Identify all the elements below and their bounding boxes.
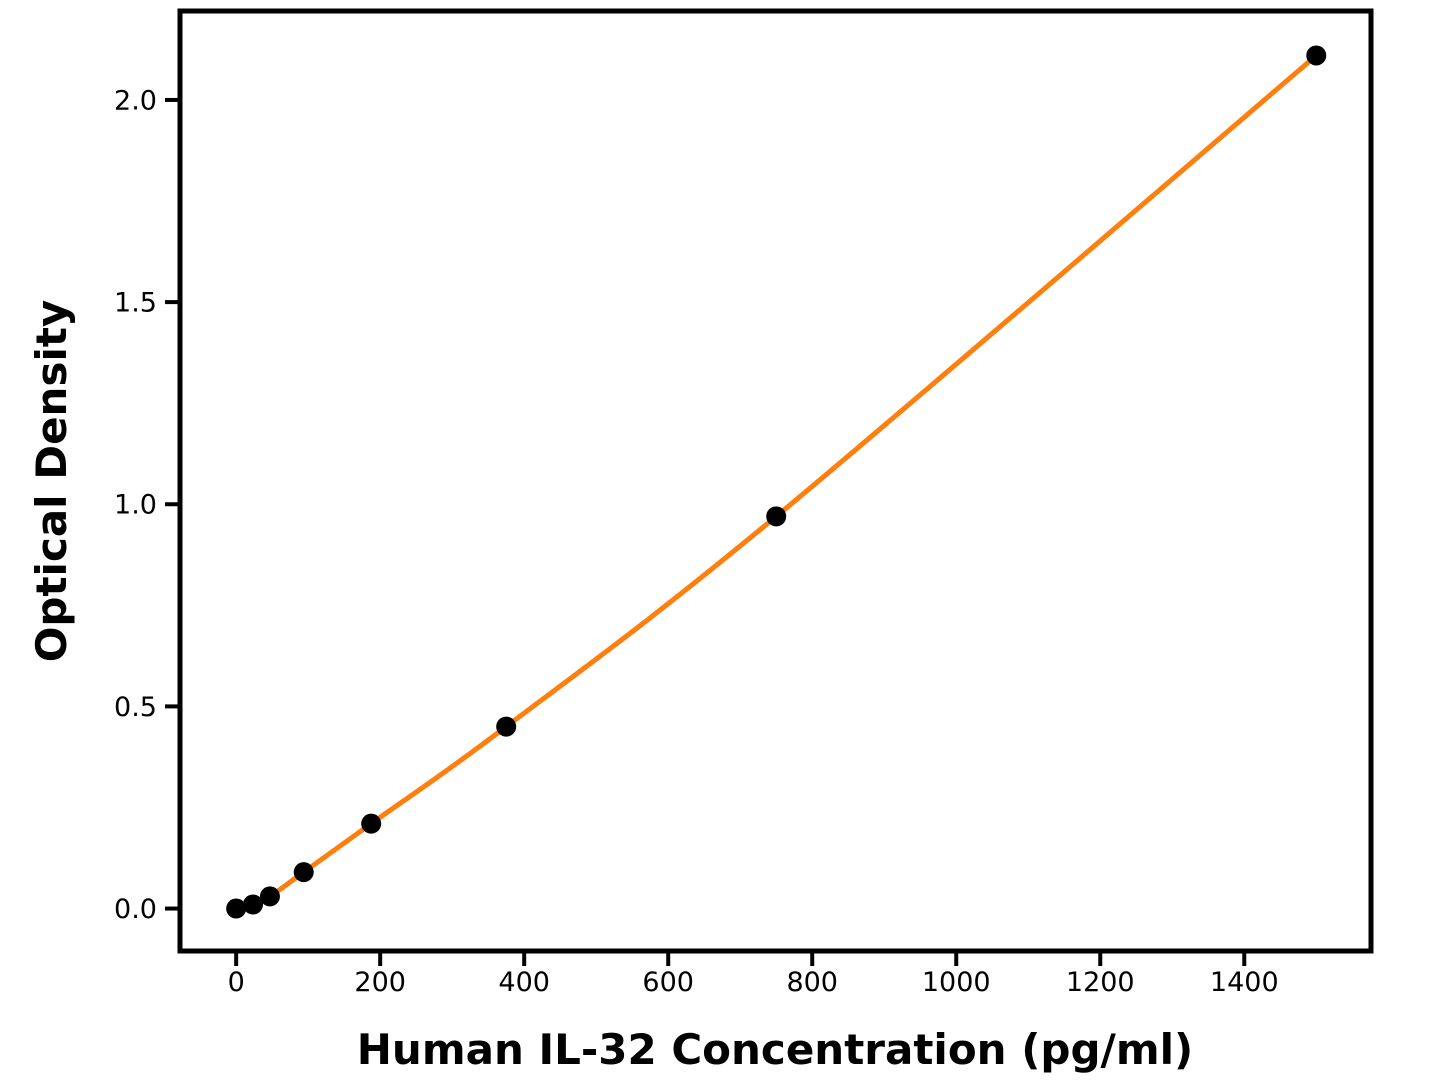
- y-axis-label: Optical Density: [27, 300, 76, 663]
- data-point-marker: [766, 506, 787, 527]
- x-tick-label: 600: [642, 967, 694, 998]
- y-tick-label: 1.0: [114, 490, 157, 521]
- data-point-marker: [243, 894, 264, 915]
- data-point-marker: [1306, 45, 1327, 66]
- plot-layer: [226, 45, 1327, 919]
- y-tick-label: 2.0: [114, 85, 157, 116]
- x-axis-label: Human IL-32 Concentration (pg/ml): [357, 1025, 1193, 1074]
- data-point-marker: [361, 813, 382, 834]
- plot-border: [177, 8, 1374, 954]
- x-tick-label: 800: [786, 967, 838, 998]
- data-point-marker: [226, 898, 247, 919]
- axis-ticks-layer: 0 200 400 600 800 1000 1200 1400 0.0 0.5 1.0 1.5 2.0: [114, 85, 1279, 998]
- x-tick-label: 1400: [1210, 967, 1279, 998]
- x-tick-label: 0: [228, 967, 245, 998]
- y-tick-label: 0.0: [114, 894, 157, 925]
- data-point-marker: [496, 716, 517, 737]
- x-tick-label: 1000: [922, 967, 991, 998]
- y-tick-label: 1.5: [114, 288, 157, 319]
- data-point-marker: [293, 862, 314, 883]
- data-point-marker: [259, 886, 280, 907]
- fitted-curve-line: [233, 52, 1319, 912]
- x-tick-label: 400: [498, 967, 550, 998]
- x-tick-label: 1200: [1066, 967, 1135, 998]
- x-tick-label: 200: [354, 967, 406, 998]
- y-tick-label: 0.5: [114, 692, 157, 723]
